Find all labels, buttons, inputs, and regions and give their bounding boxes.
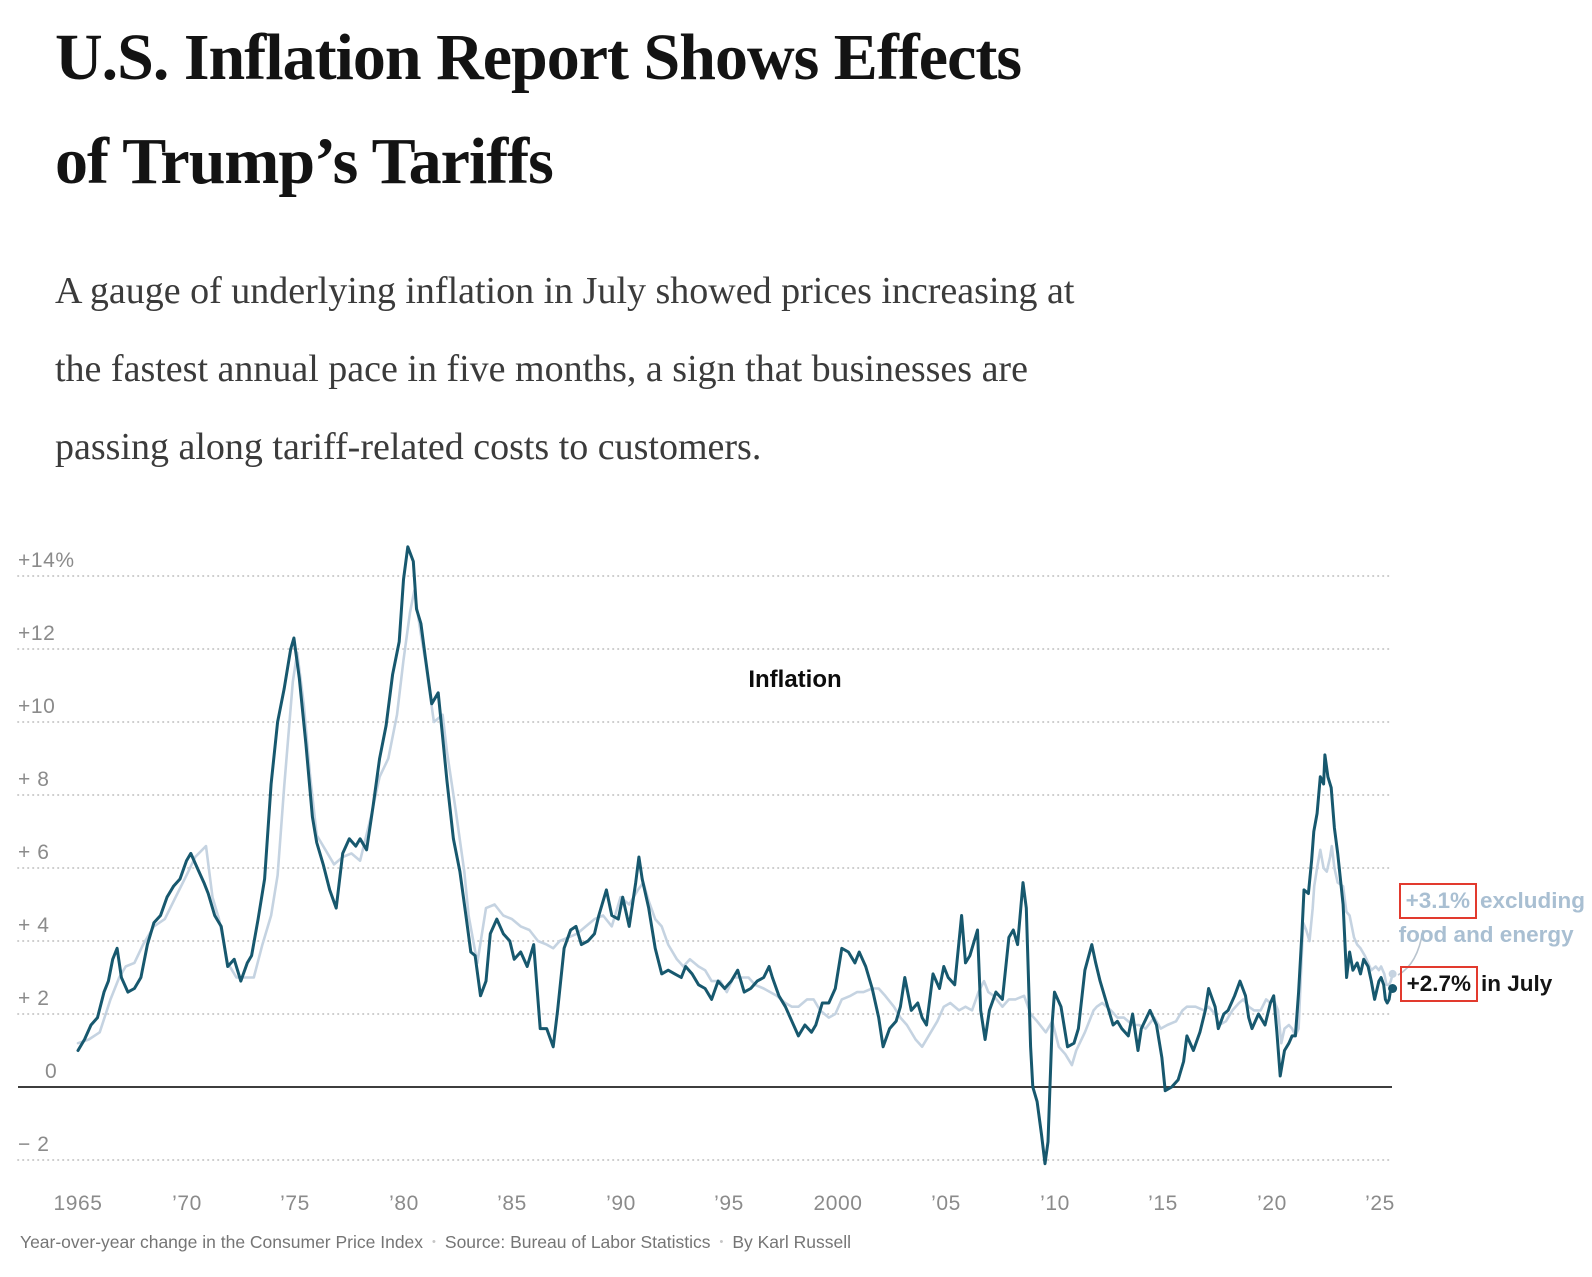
subheadline-line-3: passing along tariff-related costs to cu… — [55, 426, 762, 468]
inflation-line-end-dot — [1388, 984, 1398, 993]
footnote-byline: By Karl Russell — [732, 1232, 851, 1252]
core-value-highlight-box: +3.1% — [1398, 882, 1478, 919]
x-tick-label: ’90 — [606, 1192, 636, 1215]
bullet-separator-icon: • — [719, 1236, 724, 1248]
y-tick-label: +10 — [18, 695, 56, 718]
x-tick-label: ’10 — [1040, 1192, 1070, 1215]
core-annotation: +3.1% excluding food and energy — [1398, 882, 1592, 950]
core-label: excluding food and energy — [1398, 887, 1586, 947]
y-tick-label: − 2 — [18, 1133, 50, 1156]
headline-value-highlight-box: +2.7% — [1399, 966, 1479, 1003]
x-tick-label: ’25 — [1365, 1192, 1395, 1215]
x-tick-label: ’20 — [1257, 1192, 1287, 1215]
x-tick-label: ’15 — [1148, 1192, 1178, 1215]
y-tick-label: 0 — [45, 1060, 58, 1083]
x-tick-label: ’80 — [389, 1192, 419, 1215]
y-tick-label: + 8 — [18, 768, 50, 791]
y-tick-label: + 2 — [18, 987, 50, 1010]
footnote-note: Year-over-year change in the Consumer Pr… — [20, 1232, 424, 1252]
core-cpi-line-end-dot — [1388, 969, 1397, 978]
inflation-line — [76, 545, 1395, 1166]
subheadline: A gauge of underlying inflation in July … — [55, 252, 1074, 486]
headline: U.S. Inflation Report Shows Effects of T… — [55, 6, 1022, 214]
x-tick-label: ’75 — [280, 1192, 310, 1215]
x-tick-label: ’95 — [714, 1192, 744, 1215]
core-value: +3.1% — [1405, 887, 1471, 913]
x-tick-label: 2000 — [813, 1192, 863, 1215]
headline-line-1: U.S. Inflation Report Shows Effects — [55, 21, 1022, 94]
x-tick-label: ’05 — [931, 1192, 961, 1215]
x-tick-label: ’85 — [497, 1192, 527, 1215]
bullet-separator-icon: • — [432, 1236, 436, 1248]
x-tick-label: ’70 — [172, 1192, 202, 1215]
headline-line-2: of Trump’s Tariffs — [55, 125, 554, 198]
headline-label: in July — [1481, 971, 1553, 997]
x-tick-label: 1965 — [53, 1192, 103, 1215]
subheadline-line-2: the fastest annual pace in five months, … — [55, 348, 1028, 390]
core-cpi-line — [76, 589, 1394, 1067]
y-tick-label: +14% — [18, 549, 75, 572]
y-tick-label: +12 — [18, 622, 56, 645]
subheadline-line-1: A gauge of underlying inflation in July … — [55, 270, 1075, 312]
y-tick-label: + 6 — [18, 841, 50, 864]
headline-annotation: +2.7% in July — [1399, 966, 1553, 1003]
headline-value: +2.7% — [1406, 971, 1472, 997]
inflation-series-label: Inflation — [748, 666, 842, 693]
footnote-source: Source: Bureau of Labor Statistics — [444, 1232, 711, 1252]
chart-footnote: Year-over-year change in the Consumer Pr… — [20, 1232, 851, 1253]
y-tick-label: + 4 — [18, 914, 50, 937]
